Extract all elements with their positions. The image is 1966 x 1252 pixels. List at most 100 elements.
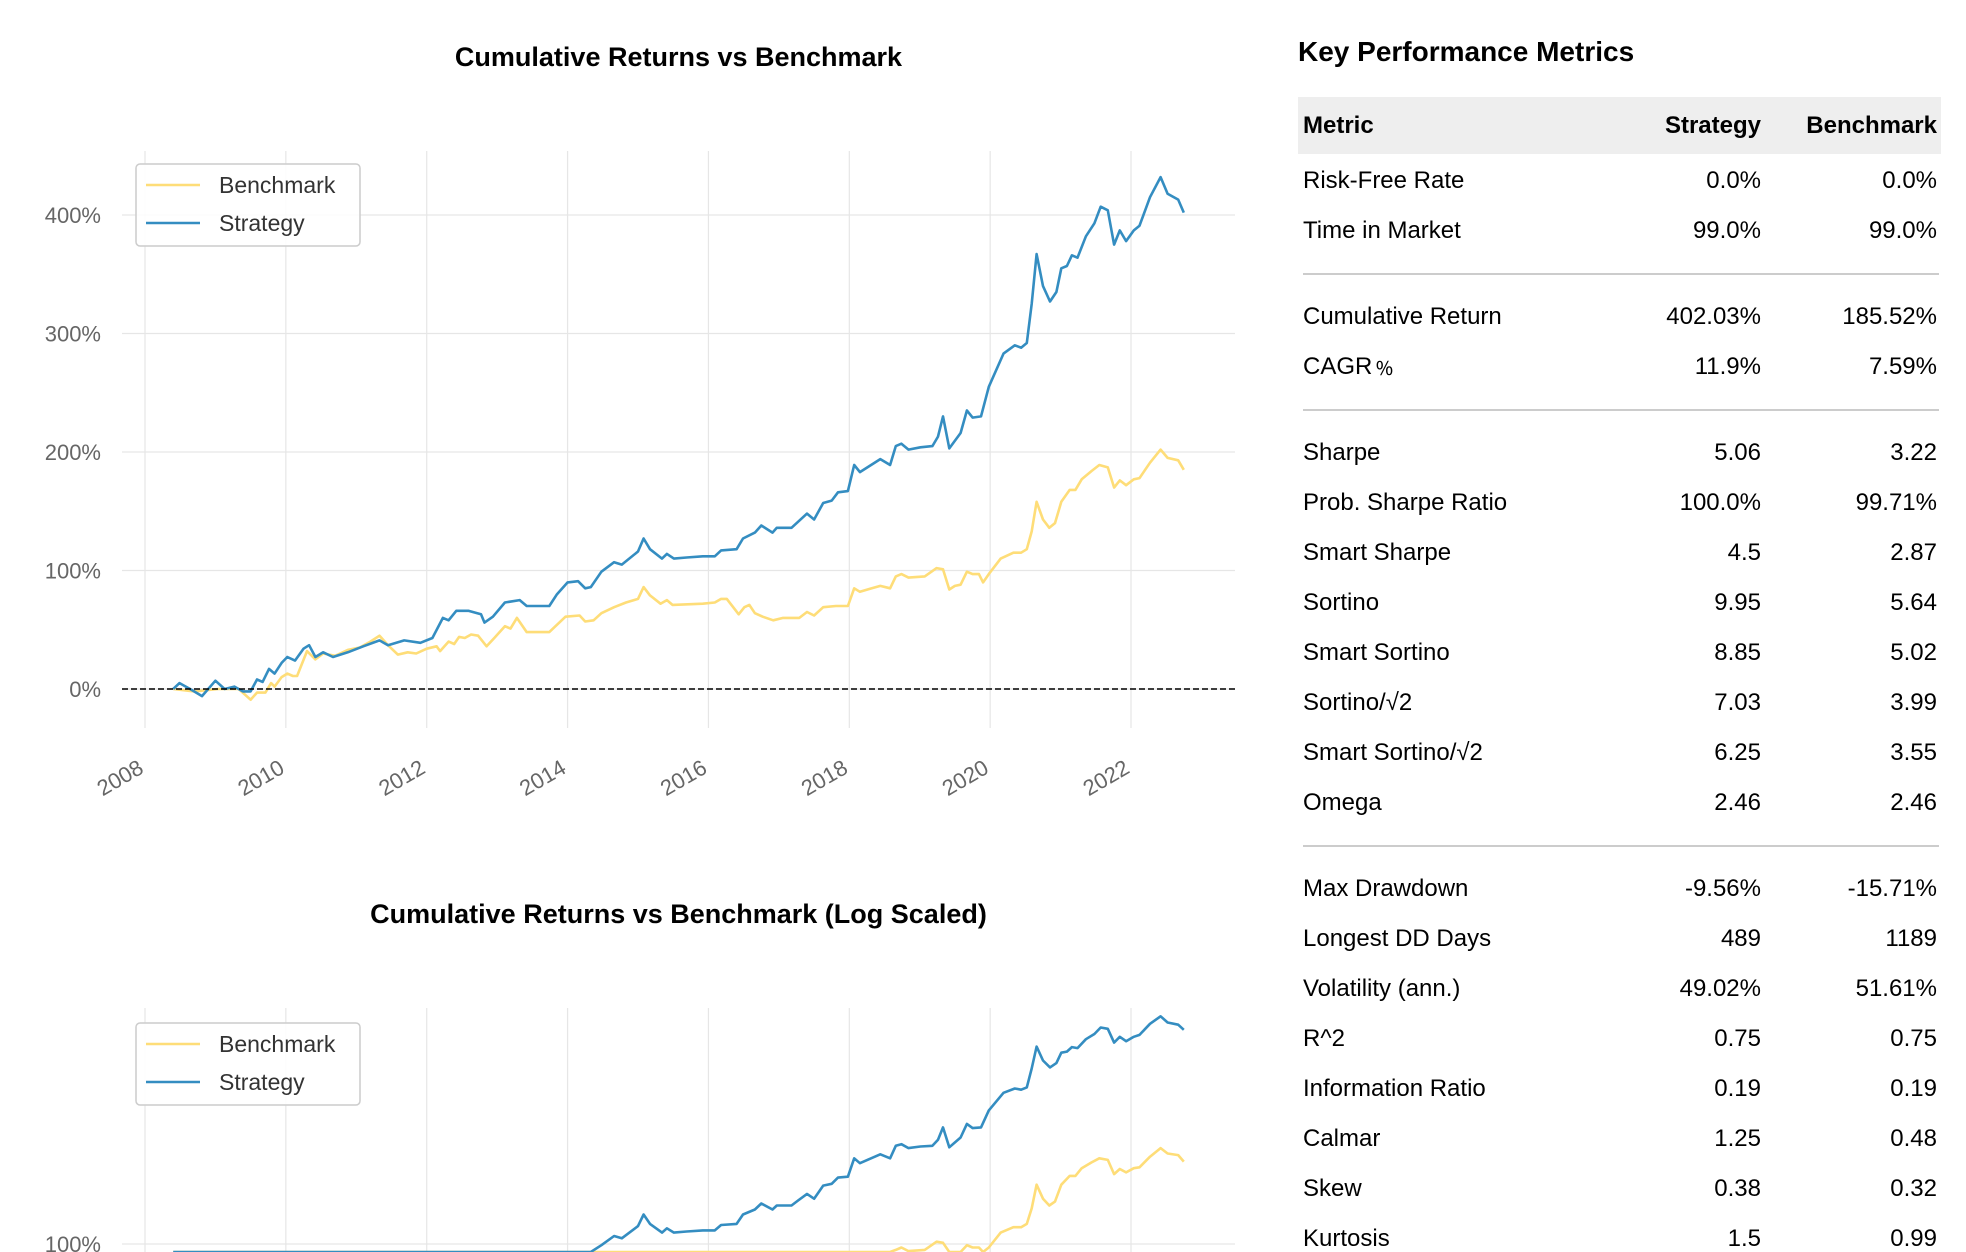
metrics-row: Time in Market 99.0% 99.0% [1298, 217, 1941, 244]
y-tick-label: 200% [45, 440, 101, 465]
strategy-value: 402.03% [1666, 303, 1761, 330]
metric-name: R^2 [1303, 1025, 1345, 1052]
metric-name: Cumulative Return [1303, 303, 1502, 330]
series-line-benchmark [173, 448, 1185, 701]
x-tick-label: 2016 [656, 755, 711, 801]
x-tick-label: 2008 [93, 755, 148, 801]
benchmark-value: 0.0% [1882, 167, 1937, 194]
strategy-value: 49.02% [1679, 975, 1761, 1002]
strategy-value: 0.0% [1706, 167, 1761, 194]
metrics-row: Longest DD Days 489 1189 [1298, 925, 1941, 952]
metric-name: Information Ratio [1303, 1075, 1486, 1102]
metrics-row: Sortino 9.95 5.64 [1298, 589, 1941, 616]
y-tick-label: 100% [45, 1232, 101, 1252]
metric-name: Sortino/√2 [1303, 689, 1413, 716]
metrics-row: Smart Sharpe 4.5 2.87 [1298, 539, 1941, 566]
charts-canvas: 2008 2010 2012 2014 2016 2018 2020 2022 0% 100% 20… [45, 151, 1235, 1252]
metric-name: Smart Sortino [1303, 639, 1450, 666]
x-tick-label: 2022 [1079, 755, 1134, 801]
metrics-row: Max Drawdown -9.56% -15.71% [1298, 875, 1941, 902]
benchmark-value: 7.59% [1868, 353, 1937, 380]
benchmark-value: 2.46 [1890, 789, 1937, 816]
metric-name: Sharpe [1303, 439, 1381, 466]
metric-name: CAGR﹪ [1303, 353, 1397, 380]
y-tick-label: 0% [69, 677, 101, 702]
metric-name: Skew [1303, 1175, 1362, 1202]
log-series-line-strategy [173, 1015, 1185, 1252]
benchmark-value: 51.61% [1855, 975, 1937, 1002]
benchmark-value: 1189 [1885, 925, 1937, 952]
metrics-row: Sharpe 5.06 3.22 [1298, 439, 1941, 466]
x-tick-label: 2014 [515, 755, 570, 801]
benchmark-value: 5.02 [1890, 639, 1937, 666]
x-tick-label: 2012 [374, 755, 429, 801]
benchmark-value: 5.64 [1890, 589, 1937, 616]
strategy-value: 0.19 [1714, 1075, 1761, 1102]
strategy-value: 9.95 [1714, 589, 1761, 616]
metric-name: Calmar [1303, 1125, 1381, 1152]
header-strategy: Strategy [1664, 112, 1761, 139]
metric-name: Smart Sharpe [1303, 539, 1452, 566]
benchmark-value: 99.0% [1868, 217, 1937, 244]
strategy-value: 8.85 [1714, 639, 1761, 666]
metric-name: Volatility (ann.) [1303, 975, 1461, 1002]
chart-title-log: Cumulative Returns vs Benchmark (Log Sca… [370, 899, 987, 929]
benchmark-value: 0.19 [1890, 1075, 1937, 1102]
metrics-table-header: Metric Strategy Benchmark [1298, 97, 1941, 154]
benchmark-value: 3.55 [1890, 739, 1937, 766]
benchmark-value: 0.32 [1890, 1175, 1937, 1202]
metric-name: Risk-Free Rate [1303, 167, 1465, 194]
legend-label-strategy: Strategy [219, 1069, 305, 1095]
metric-name: Max Drawdown [1303, 875, 1469, 902]
header-metric: Metric [1303, 112, 1374, 139]
legend-label-benchmark: Benchmark [219, 172, 336, 198]
benchmark-value: -15.71% [1847, 875, 1937, 902]
benchmark-value: 0.48 [1890, 1125, 1937, 1152]
strategy-value: 0.38 [1714, 1175, 1761, 1202]
strategy-value: 100.0% [1679, 489, 1761, 516]
metrics-row: Prob. Sharpe Ratio 100.0% 99.71% [1298, 489, 1941, 516]
metrics-title: Key Performance Metrics [1298, 36, 1635, 67]
benchmark-value: 99.71% [1855, 489, 1937, 516]
strategy-value: 0.75 [1714, 1025, 1761, 1052]
benchmark-value: 0.99 [1890, 1225, 1937, 1252]
strategy-value: 2.46 [1714, 789, 1761, 816]
y-tick-label: 100% [45, 559, 101, 584]
metric-name: Smart Sortino/√2 [1303, 739, 1483, 766]
metric-name: Longest DD Days [1303, 925, 1492, 952]
metrics-divider [1303, 845, 1939, 847]
metric-name: Prob. Sharpe Ratio [1303, 489, 1508, 516]
benchmark-value: 2.87 [1890, 539, 1937, 566]
metrics-row: Calmar 1.25 0.48 [1298, 1125, 1941, 1152]
metrics-divider [1303, 273, 1939, 275]
metrics-divider [1303, 409, 1939, 411]
benchmark-value: 3.22 [1890, 439, 1937, 466]
strategy-value: 99.0% [1692, 217, 1761, 244]
strategy-value: 5.06 [1714, 439, 1761, 466]
header-benchmark: Benchmark [1806, 112, 1937, 139]
benchmark-value: 0.75 [1890, 1025, 1937, 1052]
metric-name: Omega [1303, 789, 1382, 816]
x-tick-label: 2020 [938, 755, 993, 801]
y-tick-label: 300% [45, 322, 101, 347]
strategy-value: -9.56% [1684, 875, 1761, 902]
metrics-row: Volatility (ann.) 49.02% 51.61% [1298, 975, 1941, 1002]
metrics-row: Skew 0.38 0.32 [1298, 1175, 1941, 1202]
metrics-row: R^2 0.75 0.75 [1298, 1025, 1941, 1052]
strategy-value: 6.25 [1714, 739, 1761, 766]
legend-label-strategy: Strategy [219, 210, 305, 236]
benchmark-value: 185.52% [1842, 303, 1937, 330]
strategy-value: 1.5 [1727, 1225, 1761, 1252]
strategy-value: 4.5 [1727, 539, 1761, 566]
metrics-row: Risk-Free Rate 0.0% 0.0% [1298, 167, 1941, 194]
metrics-row: Cumulative Return 402.03% 185.52% [1298, 303, 1941, 330]
chart-title-cumulative: Cumulative Returns vs Benchmark [454, 42, 903, 72]
log-series-line-benchmark [173, 1146, 1185, 1252]
metric-name: Time in Market [1303, 217, 1461, 244]
metric-name: Kurtosis [1303, 1225, 1390, 1252]
strategy-value: 11.9% [1694, 353, 1761, 380]
metrics-row: Smart Sortino 8.85 5.02 [1298, 639, 1941, 666]
strategy-value: 489 [1720, 925, 1761, 952]
strategy-value: 7.03 [1714, 689, 1761, 716]
metric-name: Sortino [1303, 589, 1380, 616]
